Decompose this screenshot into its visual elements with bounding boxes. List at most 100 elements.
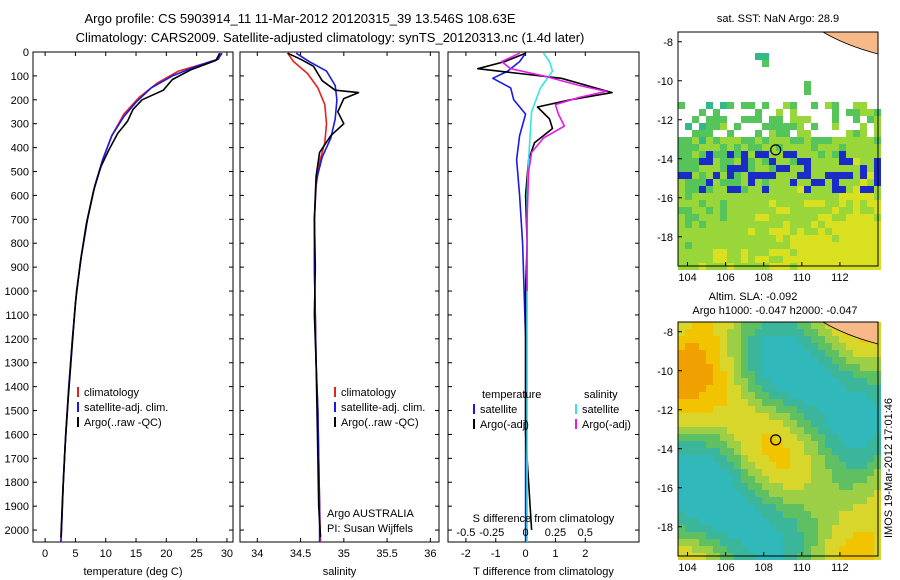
map-cell — [825, 490, 832, 497]
map-cell — [720, 539, 727, 546]
map-cell — [699, 497, 706, 504]
map-cell — [755, 427, 762, 434]
map-cell — [783, 158, 790, 165]
map-cell — [797, 336, 804, 343]
map-cell — [762, 228, 769, 235]
map-cell — [678, 469, 685, 476]
map-cell — [734, 165, 741, 172]
map-cell — [755, 455, 762, 462]
map-cell — [832, 490, 839, 497]
map-cell — [713, 249, 720, 256]
map-cell — [776, 476, 783, 483]
map-cell — [685, 357, 692, 364]
map-cell — [678, 242, 685, 249]
map-cell — [755, 165, 762, 172]
map-cell — [755, 109, 762, 116]
map-cell — [853, 546, 860, 553]
map-cell — [790, 235, 797, 242]
map-cell — [727, 186, 734, 193]
map-cell — [853, 483, 860, 490]
map-cell — [706, 193, 713, 200]
map-cell — [769, 137, 776, 144]
y-tick-label: -16 — [657, 193, 673, 205]
map-cell — [825, 102, 832, 109]
map-cell — [804, 434, 811, 441]
map-cell — [727, 200, 734, 207]
y-tick-label: -14 — [657, 444, 673, 456]
map-cell — [811, 242, 818, 249]
map-cell — [720, 214, 727, 221]
map-cell — [741, 214, 748, 221]
map-cell — [699, 350, 706, 357]
map-cell — [825, 207, 832, 214]
map-cell — [776, 518, 783, 525]
map-cell — [741, 350, 748, 357]
map-cell — [727, 497, 734, 504]
map-cell — [846, 441, 853, 448]
map-cell — [839, 483, 846, 490]
map-cell — [699, 441, 706, 448]
map-cell — [783, 532, 790, 539]
map-cell — [811, 434, 818, 441]
map-cell — [692, 371, 699, 378]
map-cell — [720, 158, 727, 165]
map-cell — [832, 109, 839, 116]
map-cell — [797, 329, 804, 336]
map-cell — [839, 228, 846, 235]
map-cell — [804, 329, 811, 336]
map-cell — [762, 179, 769, 186]
map-cell — [846, 343, 853, 350]
map-cell — [769, 504, 776, 511]
map-cell — [818, 504, 825, 511]
map-cell — [860, 242, 867, 249]
map-cell — [727, 249, 734, 256]
map-cell — [839, 329, 846, 336]
map-cell — [790, 476, 797, 483]
map-cell — [713, 490, 720, 497]
map-cell — [811, 539, 818, 546]
x-axis-label: temperature (deg C) — [83, 566, 182, 578]
map-cell — [741, 336, 748, 343]
map-cell — [699, 221, 706, 228]
map-cell — [769, 455, 776, 462]
map-cell — [783, 399, 790, 406]
map-cell — [825, 518, 832, 525]
map-cell — [832, 497, 839, 504]
map-cell — [804, 336, 811, 343]
y-tick-label: 100 — [11, 71, 29, 83]
map-cell — [790, 123, 797, 130]
map-cell — [825, 441, 832, 448]
map-cell — [811, 532, 818, 539]
map-cell — [797, 116, 804, 123]
map-cell — [818, 511, 825, 518]
map-cell — [741, 469, 748, 476]
map-cell — [811, 158, 818, 165]
map-cell — [692, 179, 699, 186]
map-cell — [811, 249, 818, 256]
map-cell — [804, 469, 811, 476]
map-cell — [713, 420, 720, 427]
map-cell — [713, 200, 720, 207]
map-cell — [853, 207, 860, 214]
map-cell — [797, 165, 804, 172]
map-cell — [790, 546, 797, 553]
map-cell — [720, 525, 727, 532]
map-cell — [706, 116, 713, 123]
map-cell — [846, 357, 853, 364]
map-cell — [734, 256, 741, 263]
map-cell — [839, 511, 846, 518]
map-cell — [776, 249, 783, 256]
map-cell — [825, 532, 832, 539]
map-cell — [790, 137, 797, 144]
map-cell — [692, 256, 699, 263]
map-cell — [699, 448, 706, 455]
map-cell — [797, 343, 804, 350]
map-cell — [853, 504, 860, 511]
map-cell — [825, 137, 832, 144]
map-cell — [853, 158, 860, 165]
y-tick-label: 1300 — [5, 358, 29, 370]
map-cell — [727, 102, 734, 109]
map-cell — [832, 242, 839, 249]
map-cell — [825, 242, 832, 249]
map-cell — [832, 228, 839, 235]
